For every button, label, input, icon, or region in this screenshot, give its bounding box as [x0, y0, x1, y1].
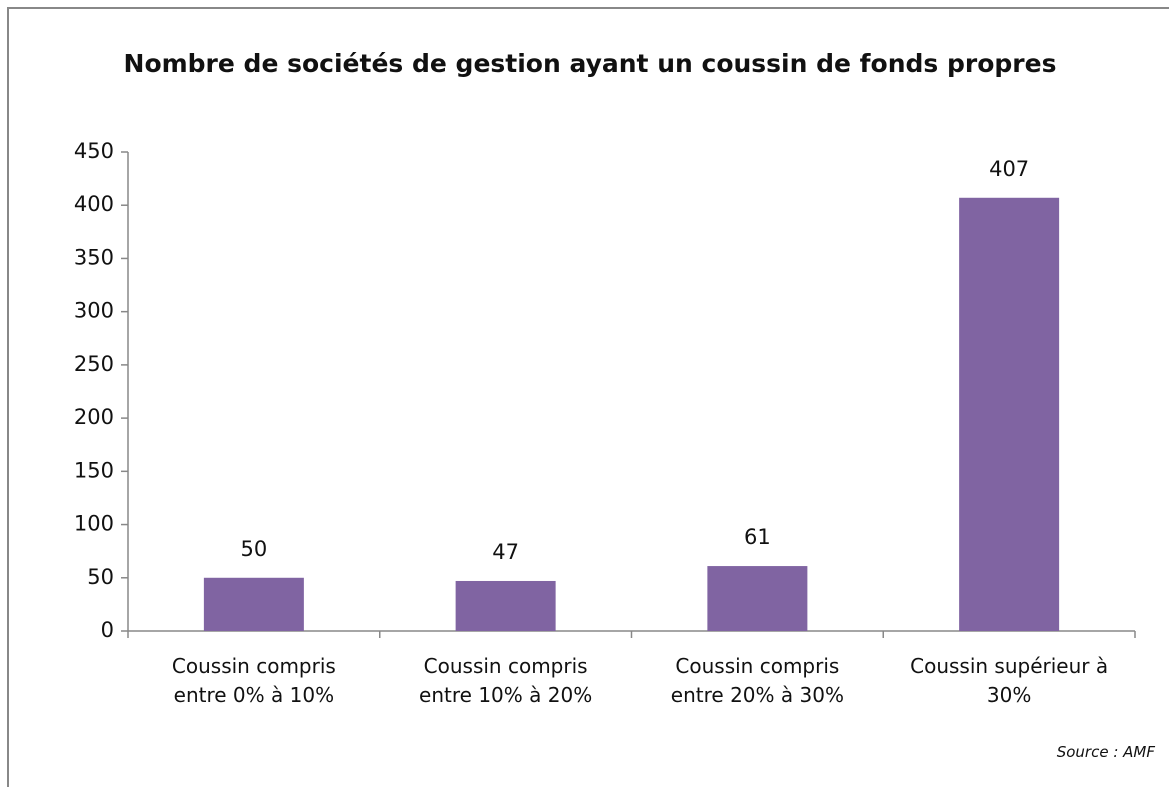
- frame: [7, 7, 1169, 787]
- source-note: Source : AMF: [1056, 743, 1155, 761]
- x-tick-label: Coussin compris entre 0% à 10%: [171, 654, 336, 707]
- y-tick-label: 0: [101, 618, 114, 642]
- y-tick-label: 350: [74, 245, 114, 269]
- chart-title: Nombre de sociétés de gestion ayant un c…: [123, 49, 1057, 78]
- x-tick-label: Coussin compris entre 10% à 20%: [419, 654, 593, 707]
- bar: [959, 197, 1060, 631]
- bar: [203, 577, 304, 631]
- y-tick-label: 400: [74, 192, 114, 216]
- bar: [455, 580, 556, 631]
- data-label: 47: [492, 540, 519, 564]
- data-label: 61: [744, 525, 771, 549]
- x-tick-label: Coussin compris entre 20% à 30%: [670, 654, 844, 707]
- y-tick-label: 150: [74, 458, 114, 482]
- y-tick-label: 450: [74, 139, 114, 163]
- y-tick-label: 100: [74, 512, 114, 536]
- data-label: 50: [241, 537, 268, 561]
- x-tick-label: Coussin supérieur à 30%: [910, 654, 1109, 707]
- y-tick-label: 250: [74, 352, 114, 376]
- bar: [707, 566, 808, 631]
- data-label: 407: [989, 157, 1029, 181]
- y-tick-label: 300: [74, 299, 114, 323]
- y-tick-label: 50: [87, 565, 114, 589]
- y-tick-label: 200: [74, 405, 114, 429]
